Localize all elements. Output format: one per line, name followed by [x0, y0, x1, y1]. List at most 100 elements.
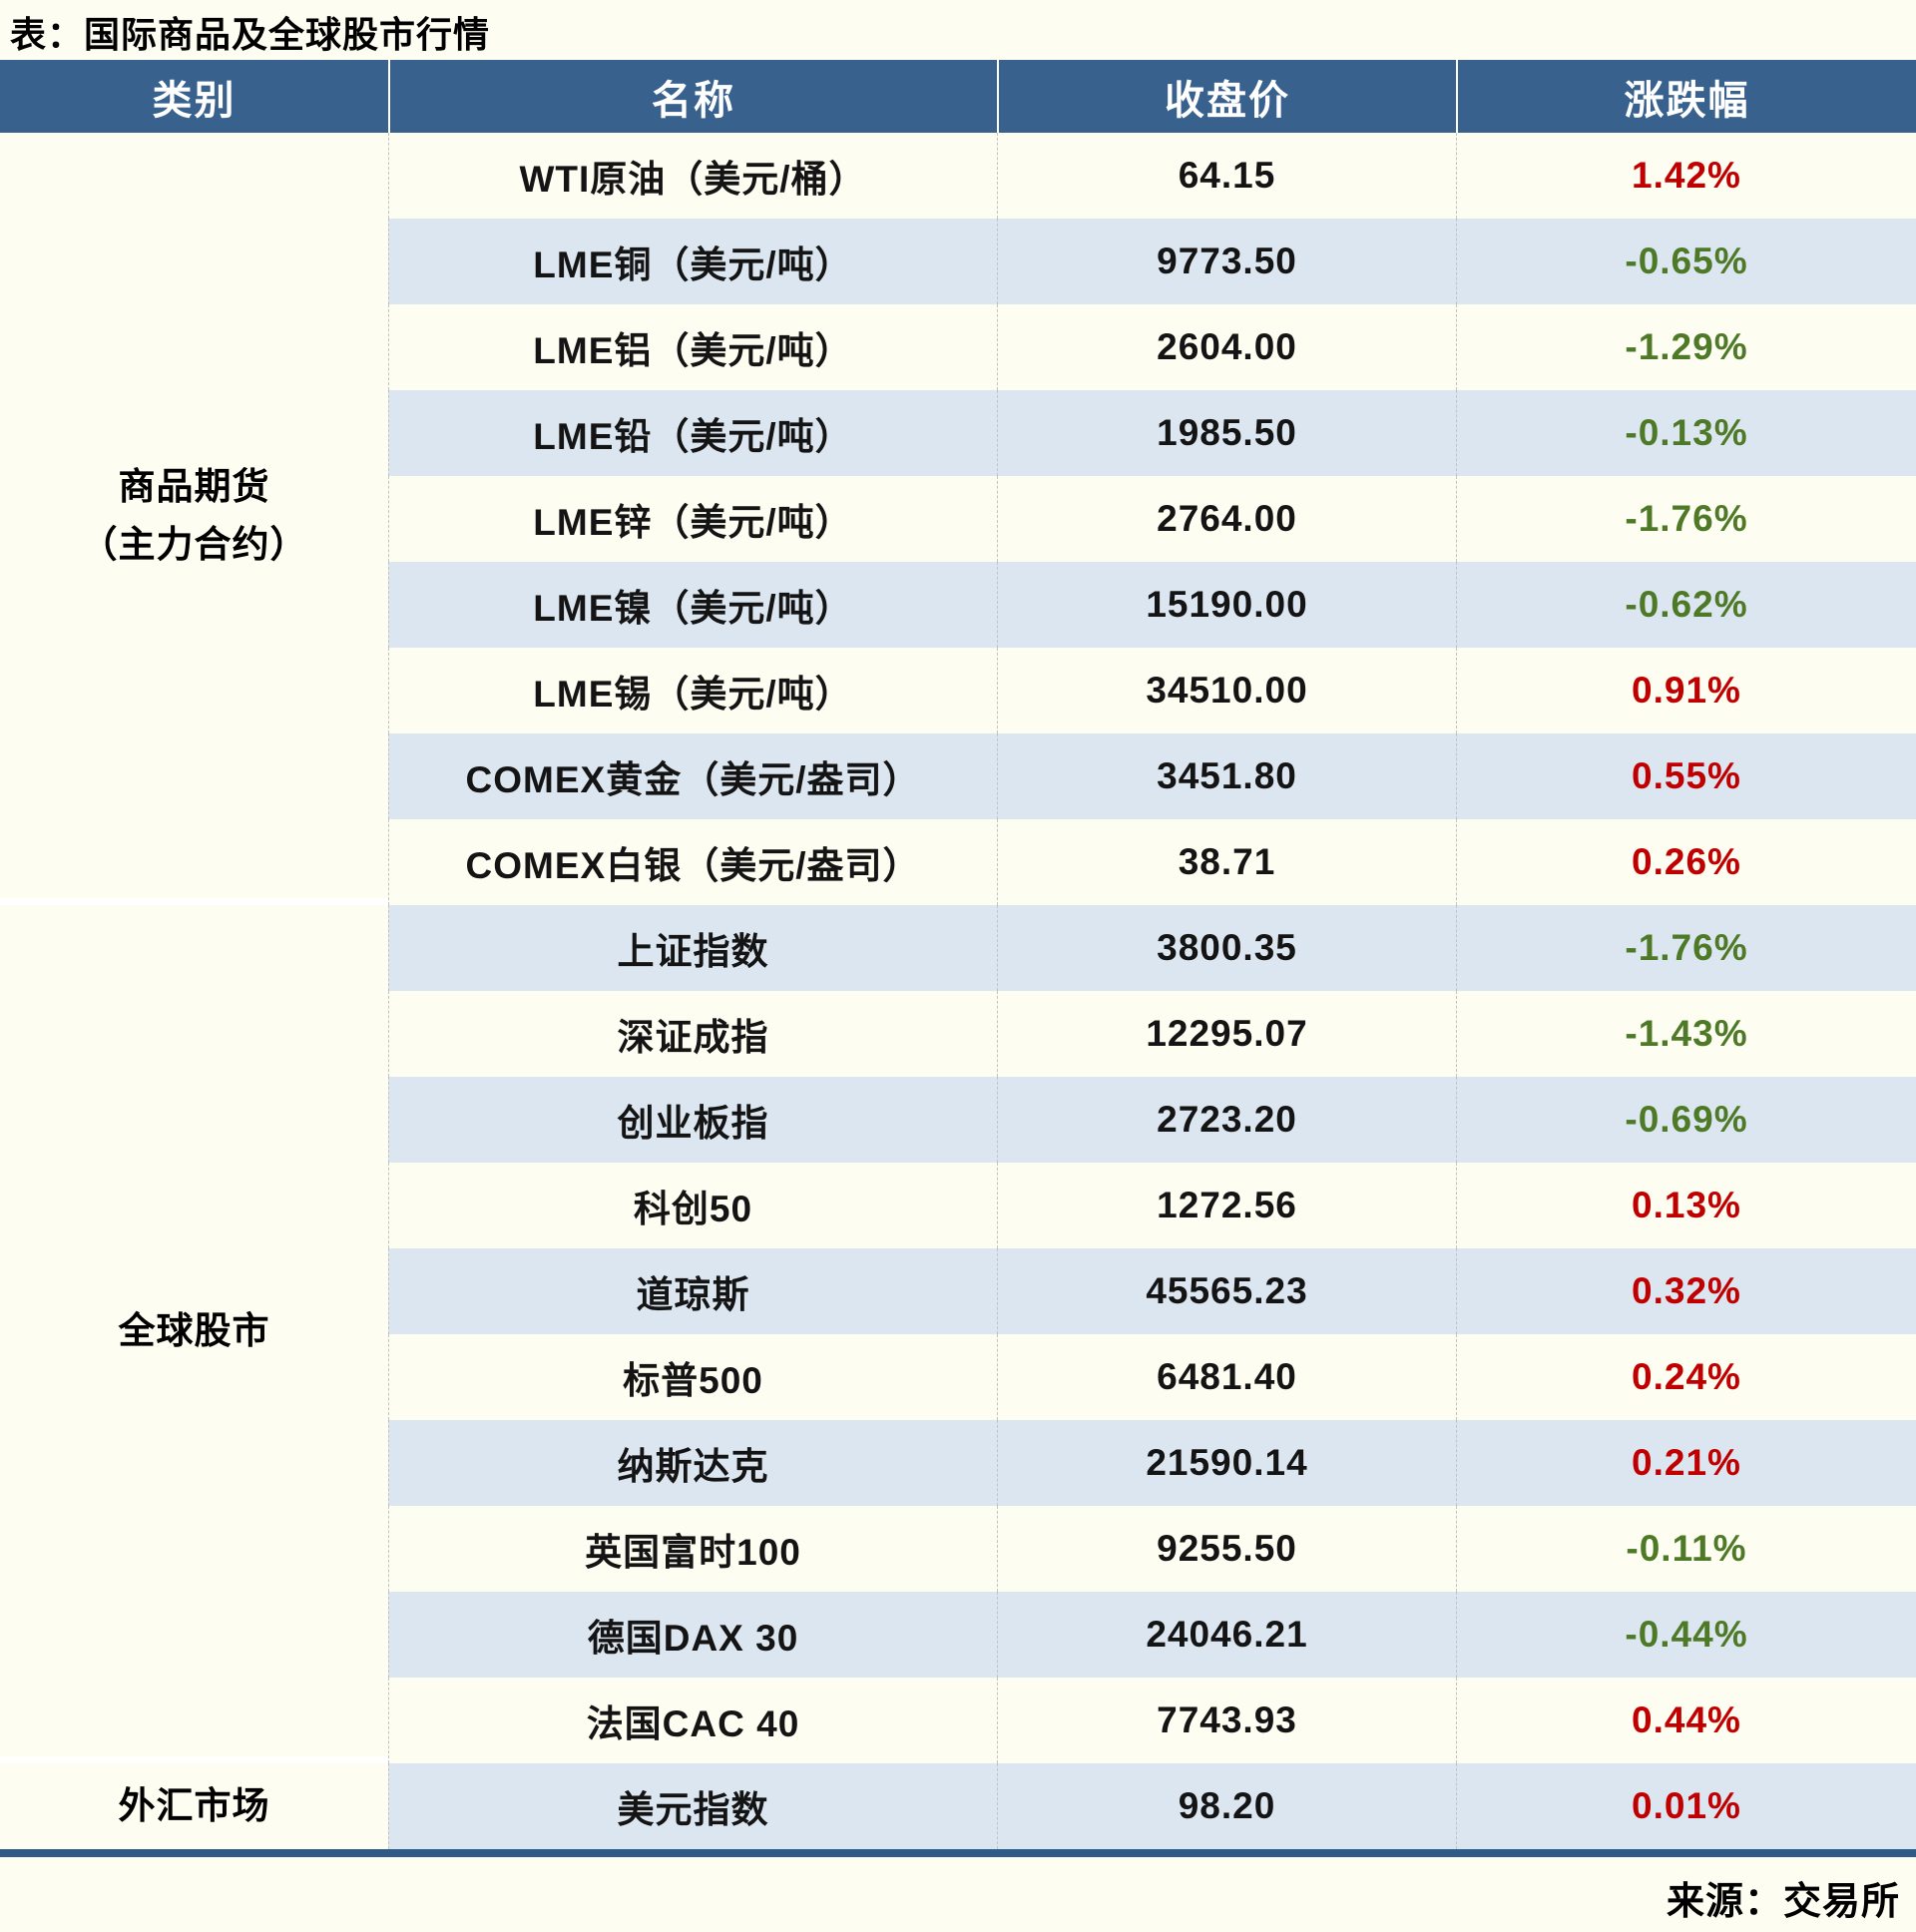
data-columns: 名称 收盘价 涨跌幅 WTI原油（美元/桶） 64.15 1.42% LME铜（…: [388, 60, 1916, 1849]
close-price: 1985.50: [997, 390, 1456, 476]
category-cells: 商品期货 （主力合约） 全球股市外汇市场: [0, 133, 388, 1849]
table-row: 创业板指 2723.20 -0.69%: [388, 1077, 1916, 1163]
close-price: 45565.23: [997, 1248, 1456, 1334]
table-row: LME铅（美元/吨） 1985.50 -0.13%: [388, 390, 1916, 476]
change-percent: -0.65%: [1456, 219, 1916, 304]
table-row: 法国CAC 40 7743.93 0.44%: [388, 1678, 1916, 1763]
table-row: 上证指数 3800.35 -1.76%: [388, 905, 1916, 991]
instrument-name: 德国DAX 30: [587, 1618, 799, 1659]
close-price: 98.20: [997, 1763, 1456, 1849]
change-percent: 0.21%: [1456, 1420, 1916, 1506]
market-table: 类别 商品期货 （主力合约） 全球股市外汇市场 名称 收盘价 涨跌幅 WTI原油（美…: [0, 60, 1916, 1849]
table-row: 科创50 1272.56 0.13%: [388, 1163, 1916, 1248]
category-label-line: 商品期货: [118, 466, 270, 508]
category-cell: 外汇市场: [0, 1763, 388, 1849]
instrument-name: 美元指数: [617, 1789, 769, 1830]
close-price: 7743.93: [997, 1678, 1456, 1763]
table-row: 道琼斯 45565.23 0.32%: [388, 1248, 1916, 1334]
change-percent: -1.76%: [1456, 476, 1916, 562]
table-row: COMEX黄金（美元/盎司） 3451.80 0.55%: [388, 733, 1916, 819]
instrument-name: LME锡（美元/吨）: [533, 674, 853, 715]
instrument-name: 纳斯达克: [617, 1446, 769, 1487]
change-percent: -0.62%: [1456, 562, 1916, 648]
close-price: 3451.80: [997, 733, 1456, 819]
change-percent: 0.24%: [1456, 1334, 1916, 1420]
table-bottom-border: [0, 1849, 1916, 1857]
table-row: 深证成指 12295.07 -1.43%: [388, 991, 1916, 1077]
category-label-line: 外汇市场: [118, 1785, 270, 1827]
table-header-row: 名称 收盘价 涨跌幅: [388, 60, 1916, 133]
header-name: 名称: [388, 60, 997, 133]
table-row: 标普500 6481.40 0.24%: [388, 1334, 1916, 1420]
table-row: LME铝（美元/吨） 2604.00 -1.29%: [388, 304, 1916, 390]
instrument-name: 英国富时100: [585, 1532, 801, 1573]
close-price: 38.71: [997, 819, 1456, 905]
change-percent: -1.43%: [1456, 991, 1916, 1077]
close-price: 9255.50: [997, 1506, 1456, 1592]
header-close-price: 收盘价: [997, 60, 1456, 133]
table-row: 英国富时100 9255.50 -0.11%: [388, 1506, 1916, 1592]
change-percent: -0.11%: [1456, 1506, 1916, 1592]
header-category: 类别: [0, 60, 388, 133]
category-label-line: 全球股市: [118, 1309, 270, 1351]
table-row: COMEX白银（美元/盎司） 38.71 0.26%: [388, 819, 1916, 905]
header-change-percent: 涨跌幅: [1456, 60, 1916, 133]
instrument-name: LME锌（美元/吨）: [533, 502, 853, 543]
close-price: 1272.56: [997, 1163, 1456, 1248]
table-row: LME镍（美元/吨） 15190.00 -0.62%: [388, 562, 1916, 648]
category-cell: 商品期货 （主力合约）: [0, 133, 388, 905]
instrument-name: 上证指数: [617, 931, 769, 972]
change-percent: 0.91%: [1456, 648, 1916, 733]
change-percent: 0.13%: [1456, 1163, 1916, 1248]
close-price: 64.15: [997, 133, 1456, 219]
instrument-name: COMEX黄金（美元/盎司）: [465, 759, 921, 800]
close-price: 15190.00: [997, 562, 1456, 648]
instrument-name: LME铝（美元/吨）: [533, 330, 853, 371]
change-percent: -1.76%: [1456, 905, 1916, 991]
instrument-name: LME铜（美元/吨）: [533, 244, 853, 285]
instrument-name: 科创50: [633, 1189, 753, 1229]
close-price: 6481.40: [997, 1334, 1456, 1420]
table-row: LME锌（美元/吨） 2764.00 -1.76%: [388, 476, 1916, 562]
change-percent: 0.01%: [1456, 1763, 1916, 1849]
page-title: 表：国际商品及全球股市行情: [10, 14, 491, 55]
change-percent: -0.13%: [1456, 390, 1916, 476]
table-row: LME铜（美元/吨） 9773.50 -0.65%: [388, 219, 1916, 304]
change-percent: -0.44%: [1456, 1592, 1916, 1678]
close-price: 2723.20: [997, 1077, 1456, 1163]
table-row: 纳斯达克 21590.14 0.21%: [388, 1420, 1916, 1506]
table-row: 美元指数 98.20 0.01%: [388, 1763, 1916, 1849]
category-label-line: （主力合约）: [80, 523, 308, 565]
instrument-name: WTI原油（美元/桶）: [519, 159, 867, 200]
category-cell: 全球股市: [0, 905, 388, 1763]
change-percent: 0.44%: [1456, 1678, 1916, 1763]
instrument-name: 标普500: [623, 1360, 763, 1401]
change-percent: 0.32%: [1456, 1248, 1916, 1334]
instrument-name: LME铅（美元/吨）: [533, 416, 853, 457]
instrument-name: 法国CAC 40: [586, 1703, 800, 1744]
table-rows: WTI原油（美元/桶） 64.15 1.42% LME铜（美元/吨） 9773.…: [388, 133, 1916, 1849]
table-row: LME锡（美元/吨） 34510.00 0.91%: [388, 648, 1916, 733]
close-price: 3800.35: [997, 905, 1456, 991]
table-row: 德国DAX 30 24046.21 -0.44%: [388, 1592, 1916, 1678]
source-note: 来源：交易所: [1666, 1881, 1900, 1923]
instrument-name: 深证成指: [617, 1017, 769, 1058]
change-percent: -0.69%: [1456, 1077, 1916, 1163]
instrument-name: 创业板指: [617, 1103, 769, 1144]
change-percent: -1.29%: [1456, 304, 1916, 390]
close-price: 9773.50: [997, 219, 1456, 304]
close-price: 34510.00: [997, 648, 1456, 733]
close-price: 2764.00: [997, 476, 1456, 562]
change-percent: 1.42%: [1456, 133, 1916, 219]
close-price: 12295.07: [997, 991, 1456, 1077]
instrument-name: COMEX白银（美元/盎司）: [465, 845, 921, 886]
instrument-name: 道琼斯: [636, 1274, 750, 1315]
close-price: 2604.00: [997, 304, 1456, 390]
close-price: 24046.21: [997, 1592, 1456, 1678]
table-row: WTI原油（美元/桶） 64.15 1.42%: [388, 133, 1916, 219]
change-percent: 0.55%: [1456, 733, 1916, 819]
category-column: 类别 商品期货 （主力合约） 全球股市外汇市场: [0, 60, 388, 1849]
instrument-name: LME镍（美元/吨）: [533, 588, 853, 629]
change-percent: 0.26%: [1456, 819, 1916, 905]
close-price: 21590.14: [997, 1420, 1456, 1506]
